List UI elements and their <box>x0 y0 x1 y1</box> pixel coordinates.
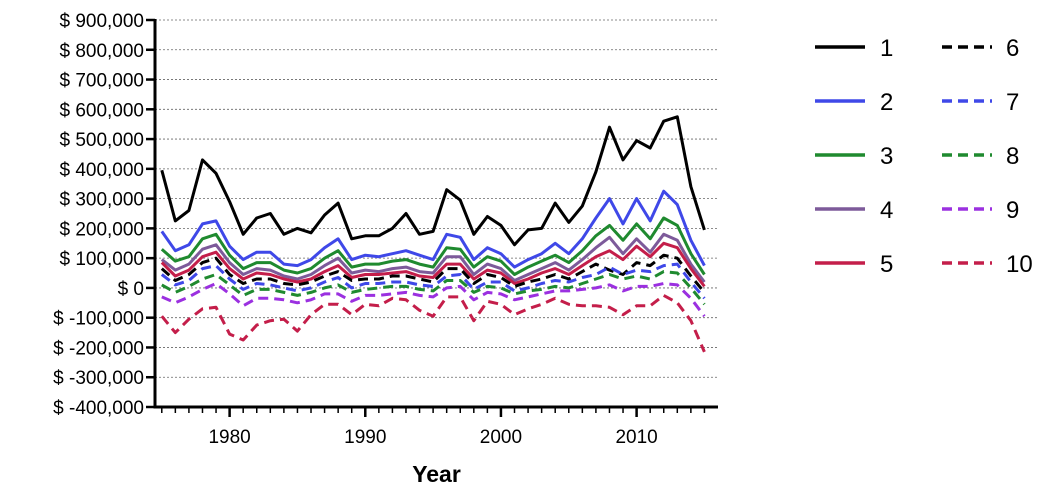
y-tick-label: $ 600,000 <box>59 100 144 121</box>
x-tick-label: 2010 <box>615 427 657 448</box>
y-tick-label: $ 500,000 <box>59 130 144 151</box>
legend-label-1: 1 <box>880 35 893 62</box>
legend-label-5: 5 <box>880 251 893 278</box>
series-line-4 <box>160 232 706 283</box>
series-line-9 <box>161 282 706 318</box>
gridlines <box>155 19 718 378</box>
y-tick-label: $ 200,000 <box>59 219 144 240</box>
axes <box>153 19 718 409</box>
series-line-7 <box>160 262 706 300</box>
legend-label-6: 6 <box>1006 35 1019 62</box>
legend-label-7: 7 <box>1006 89 1019 116</box>
legend-label-3: 3 <box>880 143 893 170</box>
legend-label-9: 9 <box>1006 197 1019 224</box>
x-tick-label: 1990 <box>344 427 386 448</box>
series-line-8 <box>161 270 706 306</box>
series-line-1 <box>160 115 706 247</box>
y-tick-label: $ 300,000 <box>59 190 144 211</box>
series-line-10 <box>160 293 706 353</box>
x-axis-ticks: 1980 1990 2000 2010 <box>161 407 706 448</box>
y-tick-label: $ 0 <box>118 279 144 300</box>
series-line-3 <box>160 216 706 276</box>
x-axis-title: Year <box>412 461 461 487</box>
y-tick-label: $ -100,000 <box>53 309 144 330</box>
legend-label-2: 2 <box>880 89 893 116</box>
legend-label-4: 4 <box>880 197 893 224</box>
y-tick-label: $ -300,000 <box>53 368 144 389</box>
y-tick-label: $ -400,000 <box>53 398 144 419</box>
y-tick-label: $ 400,000 <box>59 160 144 181</box>
legend: 1 2 3 4 5 6 7 8 9 10 <box>815 35 1033 278</box>
y-tick-label: $ 800,000 <box>59 41 144 62</box>
legend-label-8: 8 <box>1006 143 1019 170</box>
series-line-6 <box>160 253 706 294</box>
y-axis-ticks: $ 900,000 $ 800,000 $ 700,000 $ 600,000 $ 50… <box>53 11 155 419</box>
x-tick-label: 2000 <box>480 427 522 448</box>
series-line-5 <box>160 241 706 288</box>
x-tick-label: 1980 <box>208 427 250 448</box>
y-tick-label: $ -200,000 <box>53 338 144 359</box>
y-tick-label: $ 100,000 <box>59 249 144 270</box>
y-tick-label: $ 900,000 <box>59 11 144 32</box>
legend-label-10: 10 <box>1006 251 1033 278</box>
series-line-2 <box>160 189 706 269</box>
series-lines <box>160 115 706 353</box>
y-tick-label: $ 700,000 <box>59 71 144 92</box>
